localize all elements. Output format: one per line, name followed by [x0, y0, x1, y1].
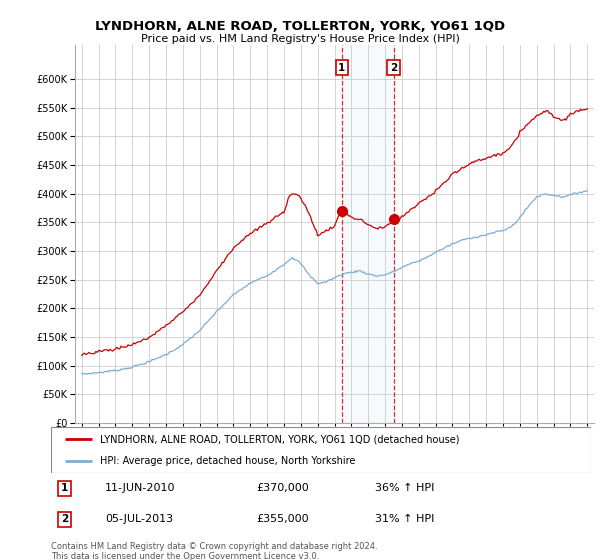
Text: HPI: Average price, detached house, North Yorkshire: HPI: Average price, detached house, Nort… — [100, 456, 355, 466]
Text: £370,000: £370,000 — [256, 483, 309, 493]
Text: 36% ↑ HPI: 36% ↑ HPI — [375, 483, 434, 493]
Text: 05-JUL-2013: 05-JUL-2013 — [105, 514, 173, 524]
Text: 2: 2 — [390, 63, 397, 73]
Text: Contains HM Land Registry data © Crown copyright and database right 2024.
This d: Contains HM Land Registry data © Crown c… — [51, 542, 377, 560]
Text: LYNDHORN, ALNE ROAD, TOLLERTON, YORK, YO61 1QD (detached house): LYNDHORN, ALNE ROAD, TOLLERTON, YORK, YO… — [100, 434, 459, 444]
Text: 31% ↑ HPI: 31% ↑ HPI — [375, 514, 434, 524]
Text: 1: 1 — [61, 483, 68, 493]
Text: LYNDHORN, ALNE ROAD, TOLLERTON, YORK, YO61 1QD: LYNDHORN, ALNE ROAD, TOLLERTON, YORK, YO… — [95, 20, 505, 32]
FancyBboxPatch shape — [51, 427, 591, 473]
Text: £355,000: £355,000 — [256, 514, 309, 524]
Text: 2: 2 — [61, 514, 68, 524]
Text: 1: 1 — [338, 63, 346, 73]
Text: Price paid vs. HM Land Registry's House Price Index (HPI): Price paid vs. HM Land Registry's House … — [140, 34, 460, 44]
Text: 11-JUN-2010: 11-JUN-2010 — [105, 483, 176, 493]
Bar — [342, 45, 394, 423]
